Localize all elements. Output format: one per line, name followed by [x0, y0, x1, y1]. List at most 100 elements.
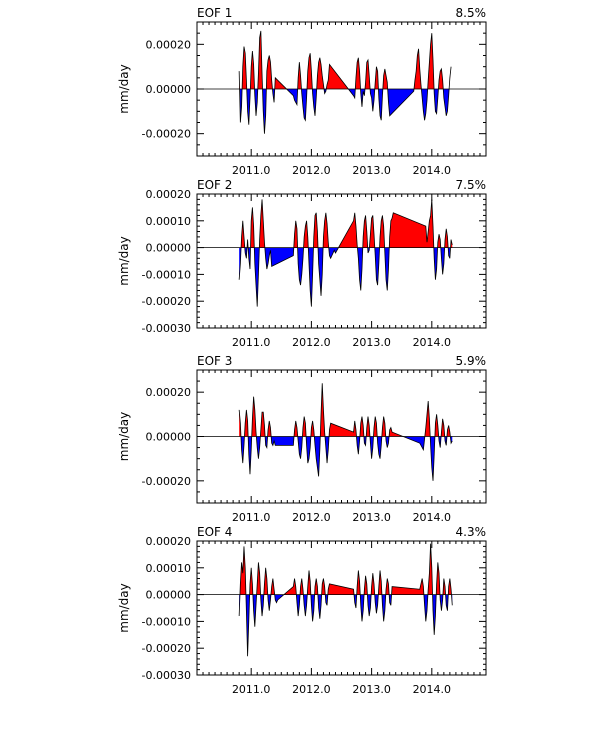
positive-area-17 — [438, 68, 444, 89]
negative-area-15 — [403, 436, 425, 450]
positive-area-12 — [356, 570, 361, 595]
y-tick-label: -0.00030 — [142, 669, 191, 682]
positive-area-2 — [242, 46, 247, 89]
negative-area-10 — [356, 436, 360, 455]
negative-area-9 — [324, 436, 330, 464]
x-tick-label: 2013.0 — [352, 336, 391, 349]
negative-area-12 — [370, 89, 375, 112]
x-tick-label: 2014.0 — [413, 164, 452, 177]
plot-frame — [196, 540, 487, 676]
positive-area-8 — [306, 53, 313, 89]
y-tick-label: 0.00010 — [146, 215, 192, 228]
positive-area-11 — [369, 215, 375, 248]
positive-area-11 — [359, 416, 364, 437]
y-tick-label: -0.00030 — [142, 322, 191, 335]
negative-area-14 — [433, 247, 438, 280]
x-tick-label: 2012.0 — [292, 164, 331, 177]
negative-area-5 — [264, 247, 294, 270]
negative-area-14 — [387, 89, 414, 116]
negative-area-20 — [440, 594, 443, 611]
y-tick-label: 0.00020 — [146, 386, 192, 399]
negative-area-19 — [432, 594, 437, 635]
positive-area-3 — [251, 396, 257, 437]
positive-area-9 — [338, 212, 358, 248]
positive-area-3 — [250, 207, 255, 248]
positive-area-12 — [364, 59, 371, 89]
positive-area-14 — [381, 416, 386, 437]
positive-area-8 — [310, 420, 315, 437]
y-tick-label: 0.00000 — [146, 589, 192, 602]
panel-percent: 8.5% — [456, 6, 487, 20]
negative-area-5 — [271, 436, 295, 446]
positive-area-7 — [302, 416, 307, 437]
panel-title: EOF 4 — [197, 525, 232, 539]
negative-area-2 — [246, 89, 251, 125]
positive-area-6 — [283, 578, 297, 595]
positive-area-19 — [446, 425, 451, 437]
positive-area-15 — [444, 228, 449, 248]
positive-area-14 — [371, 573, 375, 595]
negative-area-3 — [254, 89, 258, 116]
negative-area-13 — [384, 247, 390, 291]
negative-area-10 — [317, 594, 322, 619]
positive-area-10 — [321, 578, 326, 595]
positive-area-11 — [327, 583, 355, 595]
negative-area-7 — [296, 594, 301, 617]
negative-area-14 — [367, 594, 372, 617]
positive-area-4 — [260, 412, 266, 437]
x-tick-label: 2013.0 — [352, 511, 391, 524]
negative-area-15 — [421, 89, 428, 121]
negative-area-8 — [303, 594, 308, 617]
positive-area-8 — [307, 570, 311, 595]
y-tick-label: -0.00010 — [142, 615, 191, 628]
negative-area-6 — [297, 436, 303, 459]
positive-area-15 — [413, 48, 422, 89]
eof-panel-4: 2011.0 2012.0 2013.0 2014.0 -0.00030 -0.00020… — [117, 525, 487, 696]
x-tick-label: 2012.0 — [292, 683, 331, 696]
negative-area-4 — [254, 247, 260, 307]
negative-area-7 — [308, 247, 314, 307]
y-tick-label: 0.00020 — [146, 188, 192, 201]
positive-area-17 — [434, 414, 439, 437]
x-tick-label: 2012.0 — [292, 511, 331, 524]
y-tick-label: -0.00020 — [142, 475, 191, 488]
positive-area-14 — [437, 234, 441, 248]
negative-area-4 — [260, 594, 264, 617]
negative-area-13 — [377, 436, 382, 459]
positive-area-4 — [263, 567, 268, 595]
positive-area-9 — [314, 578, 318, 595]
positive-area-10 — [329, 420, 357, 437]
positive-area-15 — [389, 427, 404, 437]
x-tick-label: 2014.0 — [413, 511, 452, 524]
y-tick-label: 0.00000 — [146, 431, 192, 444]
positive-area-7 — [300, 578, 304, 595]
negative-area-2 — [245, 594, 250, 657]
x-tick-label: 2011.0 — [232, 683, 271, 696]
positive-area-5 — [266, 55, 273, 89]
positive-area-16 — [385, 578, 390, 595]
y-axis-label: mm/day — [117, 412, 131, 462]
series-line — [238, 383, 453, 481]
negative-area-8 — [318, 247, 324, 296]
eof-panel-2: 2011.0 2012.0 2013.0 2014.0 -0.00030 -0.00020… — [117, 178, 487, 349]
positive-area-13 — [364, 575, 368, 595]
y-tick-label: 0.00020 — [146, 38, 192, 51]
positive-area-10 — [362, 215, 368, 248]
negative-area-3 — [256, 436, 261, 459]
x-tick-label: 2011.0 — [232, 336, 271, 349]
negative-area-16 — [381, 594, 386, 622]
negative-area-18 — [423, 594, 428, 622]
panel-percent: 4.3% — [456, 525, 487, 539]
panel-percent: 5.9% — [456, 354, 487, 368]
y-axis-label: mm/day — [117, 583, 131, 633]
positive-area-18 — [441, 418, 445, 437]
positive-area-6 — [294, 420, 298, 437]
positive-area-20 — [442, 578, 446, 595]
panel-title: EOF 1 — [197, 6, 232, 20]
positive-area-5 — [270, 578, 275, 595]
negative-area-14 — [385, 436, 390, 448]
x-tick-label: 2014.0 — [413, 683, 452, 696]
positive-area-3 — [250, 51, 255, 89]
positive-area-10 — [326, 64, 349, 89]
